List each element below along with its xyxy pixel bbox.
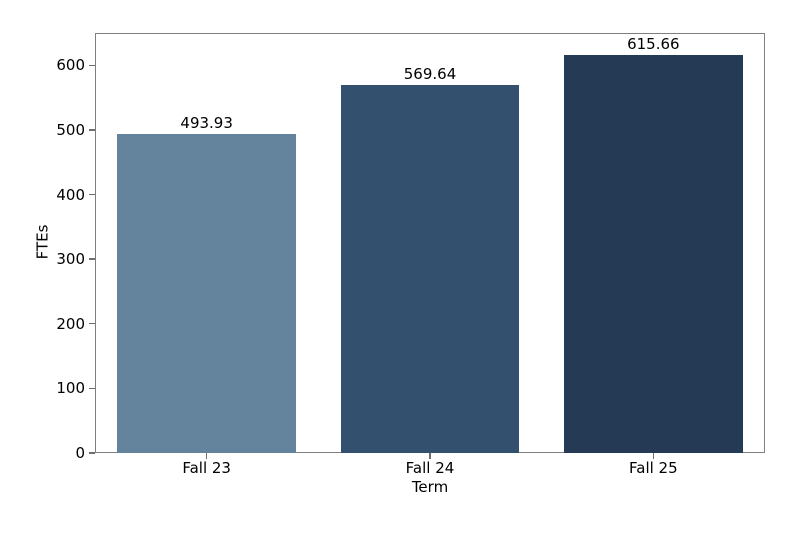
y-tick-label: 200 <box>56 314 85 333</box>
y-tick-mark <box>89 258 95 260</box>
x-tick-label: Fall 23 <box>182 459 231 477</box>
y-tick-mark <box>89 387 95 390</box>
y-tick-mark <box>89 323 95 325</box>
y-tick-label: 100 <box>56 379 85 398</box>
y-tick-mark <box>89 129 95 131</box>
x-tick-label: Fall 25 <box>629 459 678 477</box>
y-tick-label: 0 <box>75 444 85 462</box>
x-tick-label: Fall 24 <box>405 459 455 477</box>
y-tick-label: 500 <box>56 120 85 139</box>
y-tick-mark <box>89 452 95 454</box>
bar-fall-25 <box>564 55 743 453</box>
y-tick-label: 600 <box>56 56 85 75</box>
x-tick-mark <box>429 453 431 459</box>
y-tick-mark <box>89 193 95 196</box>
y-tick-mark <box>89 64 95 66</box>
bar-fall-23 <box>117 133 296 453</box>
bar-value-label: 569.64 <box>403 64 457 83</box>
bar-fall-24 <box>340 84 520 453</box>
x-tick-mark <box>205 453 208 459</box>
y-tick-label: 400 <box>56 185 85 204</box>
x-axis-label: Term <box>411 478 449 496</box>
bar-value-label: 493.93 <box>180 113 233 132</box>
y-tick-label: 300 <box>56 250 85 269</box>
x-tick-mark <box>652 453 655 459</box>
bar-value-label: 615.66 <box>627 35 680 54</box>
